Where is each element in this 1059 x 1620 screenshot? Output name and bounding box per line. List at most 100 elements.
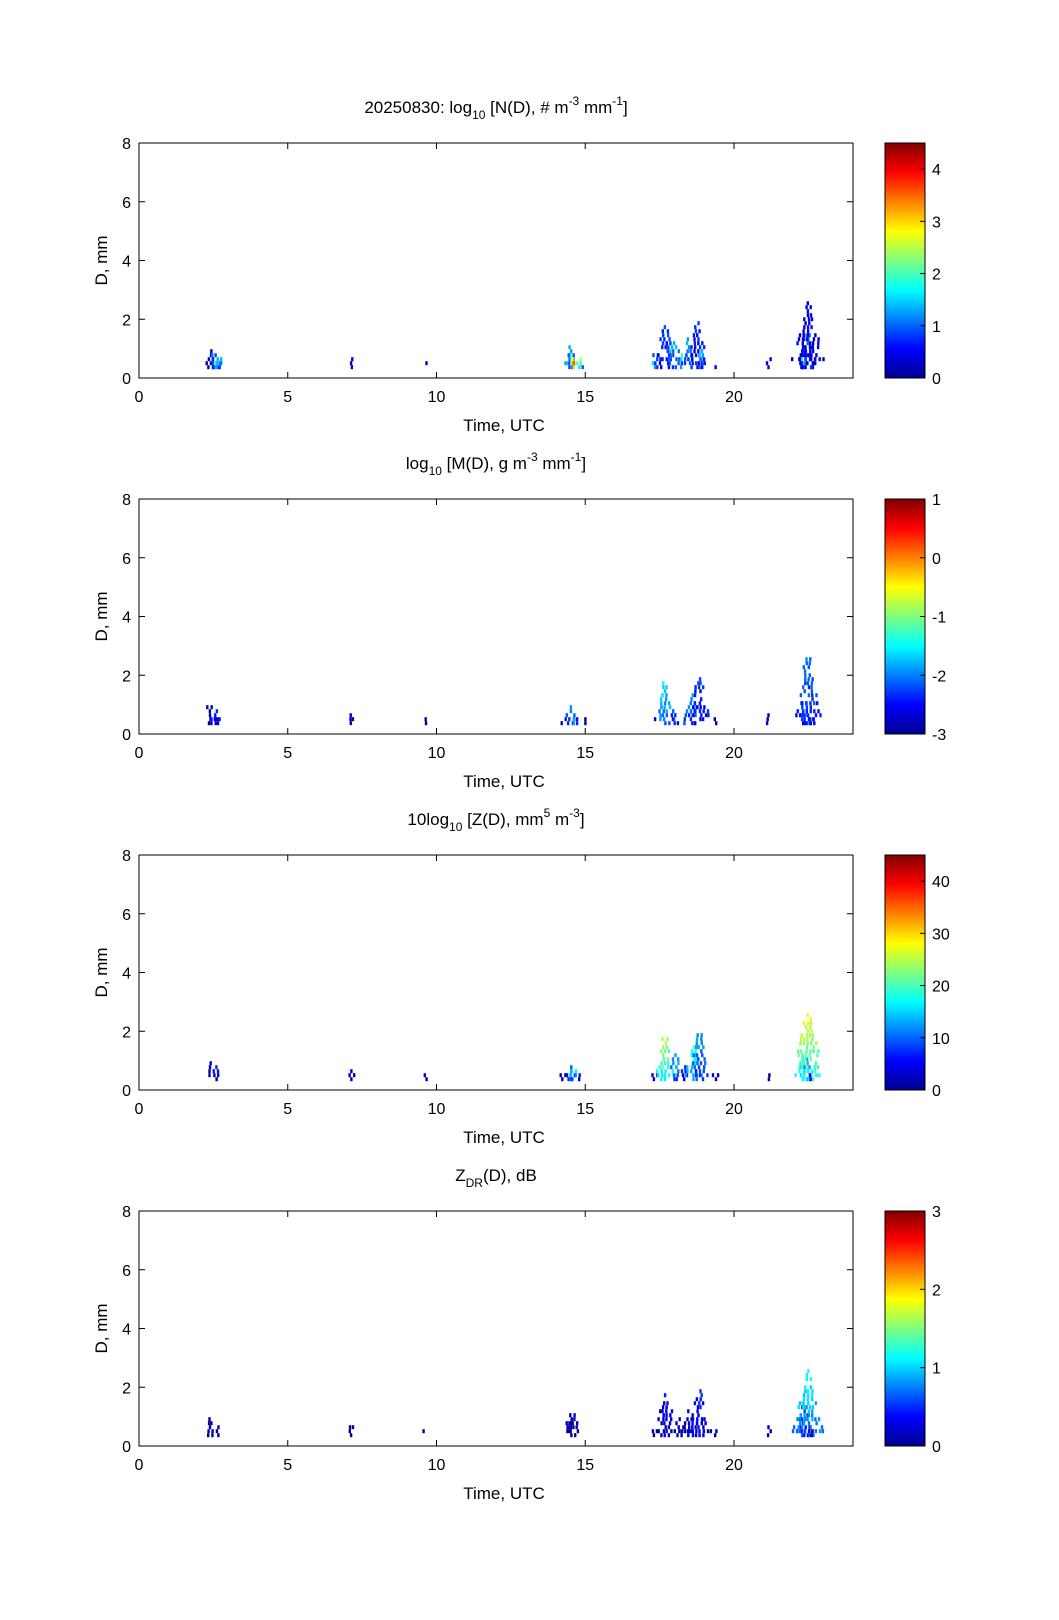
heatmap-cell [698, 1429, 701, 1434]
chart-panel-3: 10log10 [Z(D), mm5 m-3] 0 5 10 15 20 0 2 4 6 8 Time… [92, 806, 950, 1147]
heatmap-cell [661, 1073, 664, 1078]
heatmap-cell [690, 1053, 693, 1058]
heatmap-cell [806, 353, 809, 358]
colorbar-tick-label: 1 [932, 1361, 941, 1378]
heatmap-cell [666, 1057, 670, 1062]
colorbar-tick-label: 0 [932, 551, 941, 568]
heatmap-cell [690, 697, 693, 702]
heatmap-cell [703, 1065, 706, 1070]
x-tick-label: 0 [135, 745, 144, 762]
heatmap-cell [667, 345, 670, 350]
heatmap-cell [667, 365, 671, 370]
heatmap-cell [704, 713, 708, 718]
heatmap-cell [564, 1073, 567, 1078]
heatmap-cell [805, 1033, 809, 1038]
heatmap-cell [804, 365, 807, 370]
heatmap-cell [690, 1065, 694, 1070]
heatmap-cell [672, 349, 675, 354]
heatmap-cell [808, 1405, 812, 1410]
heatmap-cell [662, 685, 665, 690]
heatmap-cell [686, 349, 689, 354]
heatmap-cell [677, 361, 680, 366]
heatmap-mark [667, 341, 681, 370]
heatmap-cell [795, 713, 798, 718]
heatmap-mark [714, 1429, 718, 1438]
heatmap-cell [212, 365, 215, 370]
heatmap-cell [208, 713, 212, 718]
heatmap-cell [208, 1069, 211, 1074]
heatmap-cell [210, 1421, 213, 1426]
heatmap-cell [811, 1033, 815, 1038]
heatmap-cell [569, 1429, 572, 1434]
heatmap-cell [569, 705, 573, 710]
colorbar-gradient [884, 142, 926, 379]
heatmap-cell [694, 689, 697, 694]
heatmap-cell [813, 1069, 816, 1074]
heatmap-cell [351, 717, 355, 722]
heatmap-cell [794, 1073, 797, 1078]
x-tick-label: 0 [135, 1101, 144, 1118]
heatmap-cell [766, 1433, 770, 1438]
heatmap-cell [810, 317, 814, 322]
heatmap-cell [687, 713, 691, 718]
heatmap-cell [213, 361, 217, 366]
heatmap-cell [659, 337, 662, 342]
heatmap-cell [566, 1429, 569, 1434]
heatmap-cell [569, 1413, 572, 1418]
heatmap-cell [676, 721, 680, 726]
heatmap-cell [700, 1037, 703, 1042]
heatmap-cell [683, 1077, 686, 1082]
heatmap-cell [695, 705, 699, 710]
heatmap-cell [801, 365, 805, 370]
heatmap-cell [692, 705, 695, 710]
heatmap-cell [660, 701, 663, 706]
heatmap-cell [714, 1077, 718, 1082]
x-axis-label: Time, UTC [463, 1484, 545, 1503]
heatmap-cell [792, 1425, 796, 1430]
heatmap-cell [811, 1417, 814, 1422]
heatmap-cell [215, 709, 219, 714]
heatmap-cell [816, 1065, 820, 1070]
heatmap-cell [798, 333, 802, 338]
heatmap-cell [798, 1429, 802, 1434]
heatmap-cell [573, 1417, 576, 1422]
heatmap-cell [685, 341, 689, 346]
heatmap-cell [575, 1425, 578, 1430]
heatmap-cell [806, 325, 810, 330]
heatmap-cell [809, 305, 812, 310]
heatmap-cell [663, 1393, 667, 1398]
heatmap-cell [217, 361, 220, 366]
heatmap-cell [674, 1053, 677, 1058]
heatmap-cell [208, 1417, 211, 1422]
heatmap-cell [665, 1413, 668, 1418]
heatmap-cell [567, 353, 570, 358]
heatmap-cell [677, 1425, 680, 1430]
heatmap-cell [809, 1021, 813, 1026]
x-tick-label: 10 [428, 1457, 446, 1474]
heatmap-cell [669, 357, 672, 362]
heatmap-cell [805, 1373, 808, 1378]
heatmap-cell [766, 717, 769, 722]
heatmap-cell [815, 353, 818, 358]
heatmap-cell [697, 349, 700, 354]
heatmap-cell [422, 1429, 425, 1434]
heatmap-cell [568, 357, 571, 362]
heatmap-cell [689, 349, 692, 354]
heatmap-cell [817, 1049, 820, 1054]
heatmap-cell [700, 1417, 704, 1422]
heatmap-cell [658, 361, 662, 366]
y-tick-label: 8 [122, 492, 131, 509]
colorbar: 0 10 20 30 40 [884, 854, 950, 1100]
heatmap-cell [806, 301, 809, 306]
heatmap-cell [663, 1049, 666, 1054]
heatmap-cell [697, 341, 700, 346]
heatmap-cell [566, 721, 570, 726]
heatmap-cell [210, 717, 213, 722]
heatmap-cell [695, 1057, 698, 1062]
heatmap-cell [690, 1417, 693, 1422]
heatmap-mark [808, 1429, 814, 1438]
heatmap-cell [694, 1069, 698, 1074]
heatmap-cell [700, 697, 703, 702]
heatmap-cell [691, 1049, 694, 1054]
heatmap-cell [694, 713, 697, 718]
